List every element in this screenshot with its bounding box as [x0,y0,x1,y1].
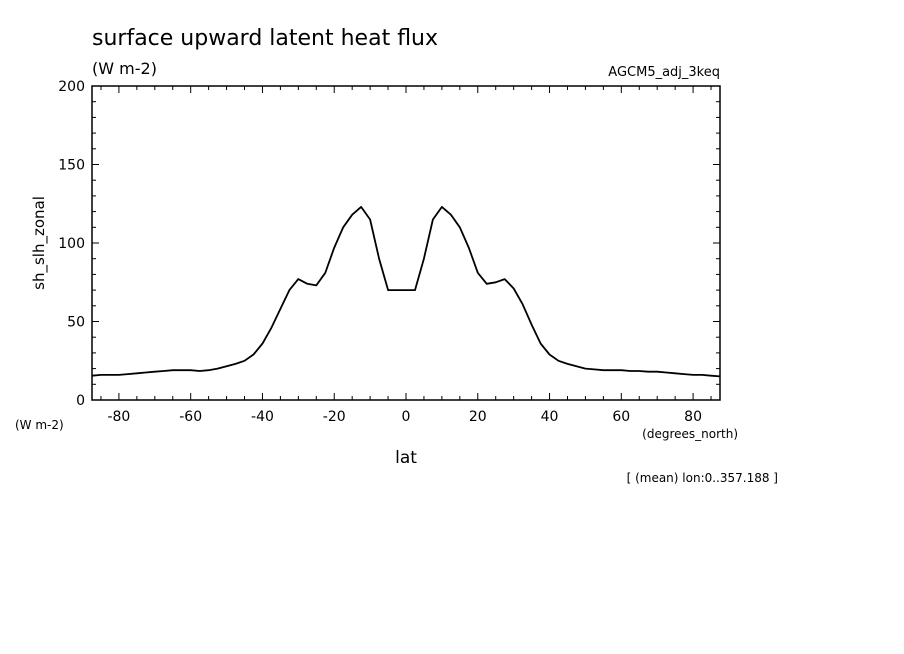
dataset-label: AGCM5_adj_3keq [608,65,720,80]
x-tick-label: -40 [251,409,274,425]
x-tick-label: 0 [402,409,411,425]
plot-frame [91,85,721,401]
y-tick-label: 150 [58,158,85,174]
y-axis: 0 50 100 150 200 [58,79,720,409]
footnote: [ (mean) lon:0..357.188 ] [627,471,778,485]
x-tick-label: 20 [469,409,487,425]
series-line [91,206,721,378]
chart-subtitle: (W m-2) [92,59,157,78]
x-tick-label: 80 [684,409,702,425]
y-tick-label: 200 [58,79,85,95]
y-axis-units: (W m-2) [15,418,64,432]
y-tick-label: 50 [67,315,85,331]
x-axis-label: lat [395,448,417,468]
y-tick-label: 100 [58,236,85,252]
x-tick-label: -60 [179,409,202,425]
x-tick-label: -80 [107,409,130,425]
y-tick-label: 0 [76,393,85,409]
chart-title: surface upward latent heat flux [92,26,438,51]
y-axis-label: sh_slh_zonal [30,196,49,290]
x-tick-label: -20 [323,409,346,425]
x-tick-label: 40 [541,409,559,425]
x-axis: -80 -60 -40 -20 0 20 40 60 80 [100,86,712,425]
x-tick-label: 60 [612,409,630,425]
x-axis-units: (degrees_north) [642,427,738,441]
